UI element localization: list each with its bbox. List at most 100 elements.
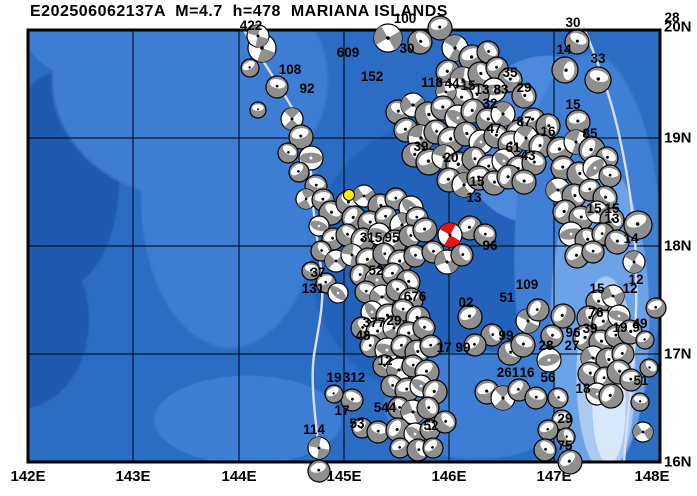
depth-label: 131	[302, 281, 325, 296]
depth-label: 20	[443, 150, 458, 165]
beachball	[450, 243, 474, 267]
beachball	[265, 75, 289, 99]
beachball	[288, 161, 310, 183]
beachball	[389, 437, 411, 459]
beachball	[526, 298, 550, 322]
depth-label: 377	[363, 315, 386, 330]
depth-label: 39	[582, 321, 597, 336]
depth-label: 16	[519, 365, 535, 380]
beachball	[581, 240, 605, 264]
depth-label: 32	[482, 96, 497, 111]
depth-label: 95	[384, 230, 400, 245]
depth-label: 261	[497, 365, 520, 380]
beachball	[547, 387, 569, 409]
beachball	[604, 229, 630, 255]
depth-label: 12	[622, 281, 637, 296]
depth-label: 02	[458, 295, 473, 310]
x-tick-label: 146E	[431, 468, 467, 485]
beachball	[310, 240, 332, 262]
depth-label: 14	[623, 231, 639, 246]
beachball	[327, 282, 349, 304]
depth-label: 51	[633, 373, 649, 388]
beachball	[598, 383, 624, 409]
beachball	[557, 449, 583, 475]
depth-label: 676	[404, 289, 427, 304]
depth-label: 87	[516, 114, 531, 129]
depth-label: 12	[377, 353, 392, 368]
depth-label: 96	[565, 325, 581, 340]
depth-label: 29	[557, 411, 572, 426]
depth-label: 109	[516, 277, 539, 292]
y-tick-label: 19N	[664, 129, 692, 147]
beachball	[630, 392, 650, 412]
depth-label: 422	[240, 18, 263, 33]
depth-label: 37	[310, 265, 325, 280]
beachball	[556, 427, 576, 447]
depth-label: 9	[632, 320, 640, 335]
beachball	[427, 15, 453, 41]
beachball	[584, 66, 612, 94]
depth-label: 99	[455, 340, 470, 355]
depth-label: 152	[361, 69, 384, 84]
depth-label: 29	[386, 313, 401, 328]
beachball	[412, 316, 436, 340]
y-tick-label: 20N	[664, 18, 692, 36]
depth-label: 108	[279, 62, 302, 77]
beachball	[535, 113, 561, 139]
beachball	[521, 150, 547, 176]
depth-label: 43	[520, 148, 536, 163]
beachball	[240, 58, 260, 78]
beachball	[366, 420, 390, 444]
x-tick-label: 142E	[10, 468, 46, 485]
depth-label: 96	[482, 238, 498, 253]
depth-label: 609	[337, 45, 360, 60]
depth-label: 17	[436, 340, 451, 355]
beachball	[457, 304, 483, 330]
depth-label: 18	[575, 381, 591, 396]
beachball	[524, 386, 548, 410]
depth-label: 544	[374, 400, 397, 415]
depth-label: 15	[565, 97, 581, 112]
event-title: E202506062137A M=4.7 h=478 MARIANA ISLAN…	[30, 3, 448, 20]
beachball	[373, 23, 403, 53]
beachball	[619, 368, 643, 392]
depth-label: 19	[612, 320, 627, 335]
beachball	[639, 358, 659, 378]
depth-label: 312	[343, 370, 366, 385]
depth-label: 53	[349, 416, 365, 431]
beachball	[490, 101, 516, 127]
y-tick-label: 18N	[664, 237, 692, 255]
beachball	[324, 384, 344, 404]
beachball	[623, 210, 653, 240]
depth-label: 56	[540, 370, 556, 385]
map-frame	[26, 28, 662, 464]
beachball	[307, 436, 331, 460]
beachball	[473, 223, 497, 247]
depth-label: 27	[564, 338, 579, 353]
beachball	[511, 169, 537, 195]
beachball	[551, 56, 579, 84]
depth-label: 14	[556, 42, 572, 57]
depth-label: 315	[360, 230, 383, 245]
beachball	[463, 333, 487, 357]
depth-label: 13	[466, 190, 482, 205]
depth-label: 52	[368, 263, 383, 278]
depth-label: 44	[444, 76, 460, 91]
depth-label: 92	[299, 81, 314, 96]
beachball	[308, 215, 330, 237]
beachball	[288, 124, 314, 150]
beachball	[635, 330, 655, 350]
depth-label: 15	[604, 201, 620, 216]
depth-label: 75	[557, 438, 573, 453]
beachball	[601, 284, 625, 308]
depth-label: 114	[303, 422, 325, 437]
depth-label: 33	[590, 51, 606, 66]
depth-label: 15	[460, 78, 476, 93]
beachball	[422, 437, 444, 459]
depth-label: 35	[502, 65, 518, 80]
beachball	[480, 323, 504, 347]
depth-label: 85	[582, 126, 598, 141]
beachball	[280, 107, 304, 131]
depth-label: 47	[486, 121, 501, 136]
depth-label: 61	[505, 140, 521, 155]
